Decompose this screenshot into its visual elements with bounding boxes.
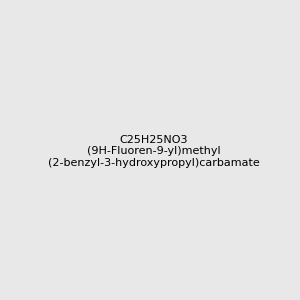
Text: C25H25NO3
(9H-Fluoren-9-yl)methyl
(2-benzyl-3-hydroxypropyl)carbamate: C25H25NO3 (9H-Fluoren-9-yl)methyl (2-ben…	[48, 135, 260, 168]
